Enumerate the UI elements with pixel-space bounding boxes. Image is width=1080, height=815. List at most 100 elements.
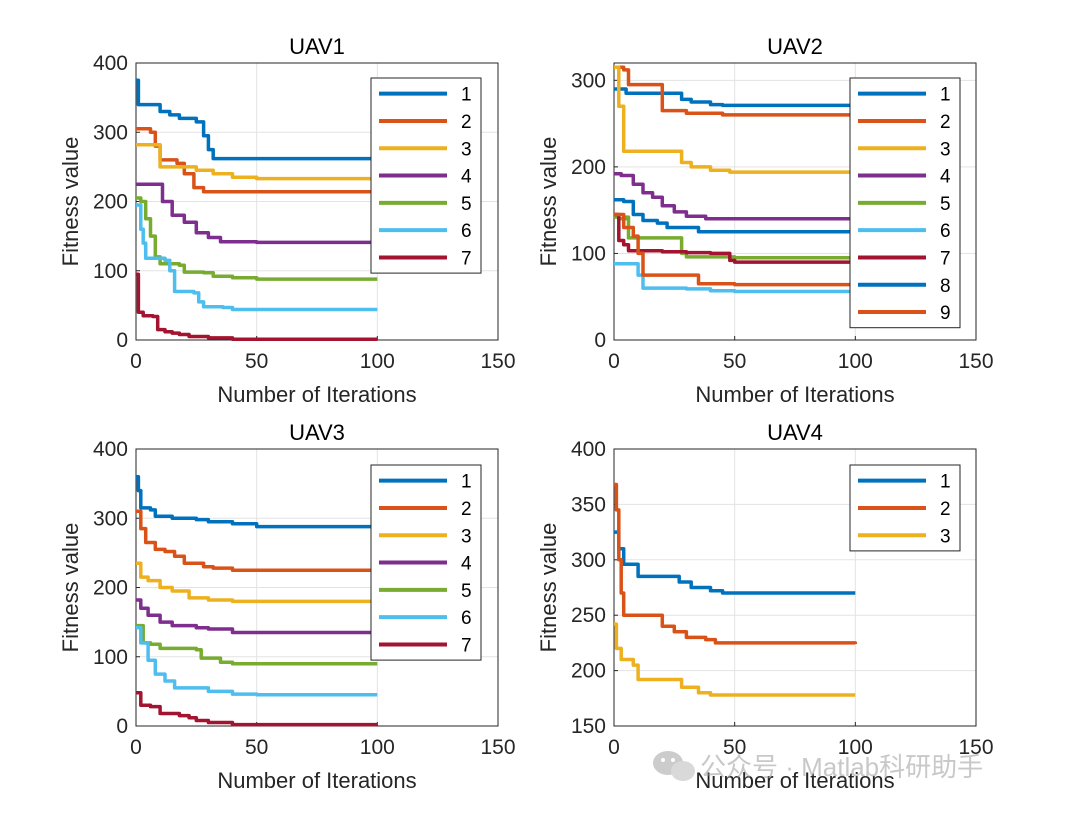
axes-1: 0 50 100 150 0 100 200 300 400 UAV1 Number of Iter…	[58, 34, 516, 407]
series-line-4	[614, 172, 856, 221]
legend-label: 2	[940, 499, 951, 520]
legend-label: 6	[940, 221, 951, 242]
chart-title: UAV3	[289, 420, 345, 445]
legend-label: 7	[461, 635, 472, 656]
x-tick-label: 100	[838, 736, 873, 759]
legend-label: 5	[940, 194, 951, 215]
legend-label: 5	[461, 194, 472, 215]
y-tick-label: 400	[93, 52, 128, 75]
legend-label: 5	[461, 581, 472, 602]
x-tick-label: 0	[608, 736, 620, 759]
x-axis-label: Number of Iterations	[217, 768, 416, 793]
x-tick-label: 100	[360, 736, 395, 759]
series-line-5	[614, 215, 856, 260]
series-line-1	[614, 530, 856, 595]
chart-title: UAV2	[767, 34, 823, 59]
series-line-4	[136, 598, 378, 635]
series-line-7	[136, 272, 378, 342]
y-tick-label: 0	[116, 329, 128, 352]
chart-title: UAV1	[289, 34, 345, 59]
series-line-6	[136, 203, 378, 312]
legend-label: 2	[461, 112, 472, 133]
y-tick-label: 200	[571, 660, 606, 683]
series-line-9	[614, 212, 858, 287]
axes-3: 0 50 100 150 0 100 200 300 400 UAV3 Number of Iter…	[58, 420, 516, 793]
series-line-3	[136, 561, 378, 604]
x-tick-label: 150	[958, 350, 993, 373]
series-line-5	[136, 196, 378, 281]
series-line-2	[614, 482, 858, 645]
series-line-3	[614, 622, 856, 697]
y-tick-label: 300	[571, 549, 606, 572]
legend-label: 8	[940, 276, 951, 297]
y-tick-label: 100	[93, 646, 128, 669]
legend-label: 1	[940, 85, 951, 106]
series-line-1	[614, 87, 856, 108]
legend-label: 7	[461, 248, 472, 269]
x-tick-label: 0	[130, 350, 142, 373]
series-line-7	[614, 212, 856, 264]
y-axis-label: Fitness value	[536, 137, 561, 267]
legend-label: 6	[461, 221, 472, 242]
legend-label: 3	[461, 139, 472, 160]
series-line-3	[614, 65, 856, 174]
series-line-4	[136, 182, 378, 245]
legend-label: 2	[940, 112, 951, 133]
y-tick-label: 200	[571, 156, 606, 179]
y-tick-label: 0	[594, 329, 606, 352]
x-tick-label: 100	[360, 350, 395, 373]
x-tick-label: 50	[245, 736, 268, 759]
legend-label: 3	[940, 526, 951, 547]
x-tick-label: 100	[838, 350, 873, 373]
axes-box	[613, 448, 977, 727]
x-axis-label: Number of Iterations	[695, 768, 894, 793]
wechat-logo-icon	[653, 751, 695, 781]
x-tick-label: 150	[958, 736, 993, 759]
legend-label: 1	[461, 472, 472, 493]
series-line-1	[136, 474, 378, 529]
legend-label: 7	[940, 248, 951, 269]
axes-4: 0 50 100 150 150 200 250 300 350 400 UAV4 Number of…	[536, 420, 994, 793]
series-line-7	[136, 691, 378, 727]
x-tick-label: 0	[608, 350, 620, 373]
y-axis-label: Fitness value	[58, 523, 83, 653]
legend-label: 3	[940, 139, 951, 160]
y-tick-label: 300	[93, 507, 128, 530]
axes-2: 0 50 100 150 0 100 200 300 UAV2 Number of Iterati…	[536, 34, 994, 407]
y-tick-label: 250	[571, 604, 606, 627]
y-tick-label: 350	[571, 493, 606, 516]
x-axis-label: Number of Iterations	[217, 382, 416, 407]
x-tick-label: 50	[723, 736, 746, 759]
x-tick-label: 150	[480, 736, 515, 759]
series-line-3	[136, 142, 378, 181]
y-tick-label: 400	[93, 438, 128, 461]
legend-label: 6	[461, 608, 472, 629]
series-line-2	[136, 509, 378, 572]
legend-label: 4	[461, 167, 472, 188]
y-tick-label: 0	[116, 715, 128, 738]
y-axis-label: Fitness value	[58, 137, 83, 267]
y-tick-label: 200	[93, 577, 128, 600]
legend-label: 4	[940, 167, 951, 188]
legend-label: 9	[940, 303, 951, 324]
chart-title: UAV4	[767, 420, 823, 445]
x-tick-label: 150	[480, 350, 515, 373]
series-line-1	[136, 78, 378, 161]
x-tick-label: 50	[723, 350, 746, 373]
watermark-text: 公众号 · Matlab科研助手	[700, 752, 983, 782]
legend-label: 2	[461, 499, 472, 520]
legend-label: 4	[461, 554, 472, 575]
y-tick-label: 400	[571, 438, 606, 461]
series-line-2	[614, 65, 856, 117]
y-tick-label: 200	[93, 191, 128, 214]
x-axis-label: Number of Iterations	[695, 382, 894, 407]
y-tick-label: 100	[571, 242, 606, 265]
legend-label: 3	[461, 526, 472, 547]
x-tick-label: 0	[130, 736, 142, 759]
x-tick-label: 50	[245, 350, 268, 373]
series-line-6	[614, 262, 858, 294]
y-tick-label: 300	[571, 69, 606, 92]
